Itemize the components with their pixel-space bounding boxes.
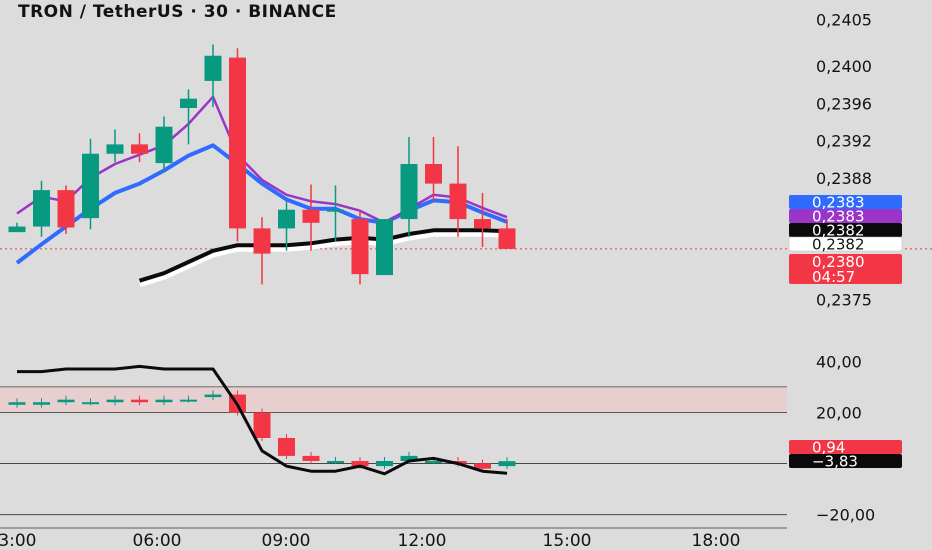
- price-tick-label: 0,2405: [816, 10, 872, 29]
- price-label-1-bg: [789, 209, 902, 223]
- candle-body: [82, 153, 99, 219]
- oscillator-bar: [57, 399, 75, 403]
- oscillator-bar: [425, 461, 442, 463]
- time-tick-label: 06:00: [133, 531, 182, 550]
- oscillator-bar: [33, 402, 50, 405]
- candle-body: [229, 57, 246, 229]
- oscillator-bar: [155, 399, 173, 403]
- time-tick-label: 18:00: [692, 531, 741, 550]
- last-price-badge: [789, 254, 902, 284]
- candle-body: [327, 209, 344, 212]
- price-tick-label: 0,2375: [816, 290, 872, 309]
- candle-body: [57, 190, 75, 228]
- price-label-1: 0,2383: [812, 208, 865, 226]
- candle-body: [498, 228, 516, 249]
- price-tick-label: 0,2392: [816, 132, 872, 151]
- candle-body: [449, 183, 467, 220]
- oscillator-tick-label: −20,00: [816, 506, 875, 525]
- oscillator-bar: [376, 461, 393, 467]
- price-label-0-bg: [789, 195, 902, 209]
- oscillator-signal-line: [17, 364, 508, 476]
- candle-body: [33, 190, 50, 227]
- ma-black-line-shadow: [138, 229, 508, 288]
- oscillator-bar: [400, 455, 418, 461]
- price-label-2-bg: [789, 223, 902, 237]
- oscillator-bar: [474, 463, 491, 469]
- oscillator-tick-label: 40,00: [816, 352, 862, 371]
- candle-body: [351, 219, 369, 275]
- price-label-3-bg: [788, 236, 903, 252]
- price-tick-label: 0,2400: [816, 57, 872, 76]
- last-price-label: 0,2380: [812, 253, 865, 271]
- candle-body: [106, 144, 124, 154]
- oscillator-value-label-1: −3,83: [812, 453, 858, 471]
- candle-body: [278, 209, 295, 229]
- oscillator-bar: [498, 461, 516, 467]
- oscillator-bar: [278, 438, 295, 456]
- candle-body: [131, 144, 148, 154]
- time-tick-label: 09:00: [262, 531, 311, 550]
- candle-body: [8, 226, 26, 233]
- time-tick-label: 12:00: [398, 531, 447, 550]
- ma-black-line: [138, 228, 508, 283]
- candle-body: [400, 164, 418, 220]
- candle-body: [425, 164, 442, 184]
- price-label-0: 0,2383: [812, 194, 865, 212]
- price-label-3: 0,2382: [812, 236, 865, 254]
- candle-body: [376, 219, 393, 276]
- oscillator-value-label-0: 0,94: [812, 439, 845, 457]
- oscillator-bar: [8, 402, 26, 405]
- oscillator-bar: [302, 455, 320, 461]
- oscillator-bar: [204, 394, 222, 398]
- oscillator-bar: [253, 412, 271, 438]
- candle-body: [253, 228, 271, 254]
- candle-body: [474, 219, 491, 229]
- oscillator-bar: [180, 399, 197, 402]
- candle-body: [180, 98, 197, 108]
- oscillator-bar: [82, 402, 99, 405]
- candle-body: [204, 55, 222, 81]
- price-tick-label: 0,2388: [816, 169, 872, 188]
- price-label-2: 0,2382: [812, 222, 865, 240]
- oscillator-bar: [351, 461, 369, 467]
- candle-body: [302, 209, 320, 223]
- oscillator-bar: [131, 399, 148, 403]
- oscillator-tick-label: 20,00: [816, 403, 862, 422]
- oscillator-value-label-1-bg: [789, 454, 902, 468]
- candle-body: [155, 126, 173, 164]
- oscillator-bar: [327, 461, 344, 463]
- chart-title: TRON / TetherUS · 30 · BINANCE: [18, 2, 337, 22]
- time-tick-label: 03:00: [0, 531, 37, 550]
- oscillator-bar: [106, 399, 124, 403]
- oscillator-value-label-0-bg: [789, 440, 902, 454]
- countdown-label: 04:57: [812, 268, 855, 286]
- time-tick-label: 15:00: [543, 531, 592, 550]
- price-tick-label: 0,2396: [816, 94, 872, 113]
